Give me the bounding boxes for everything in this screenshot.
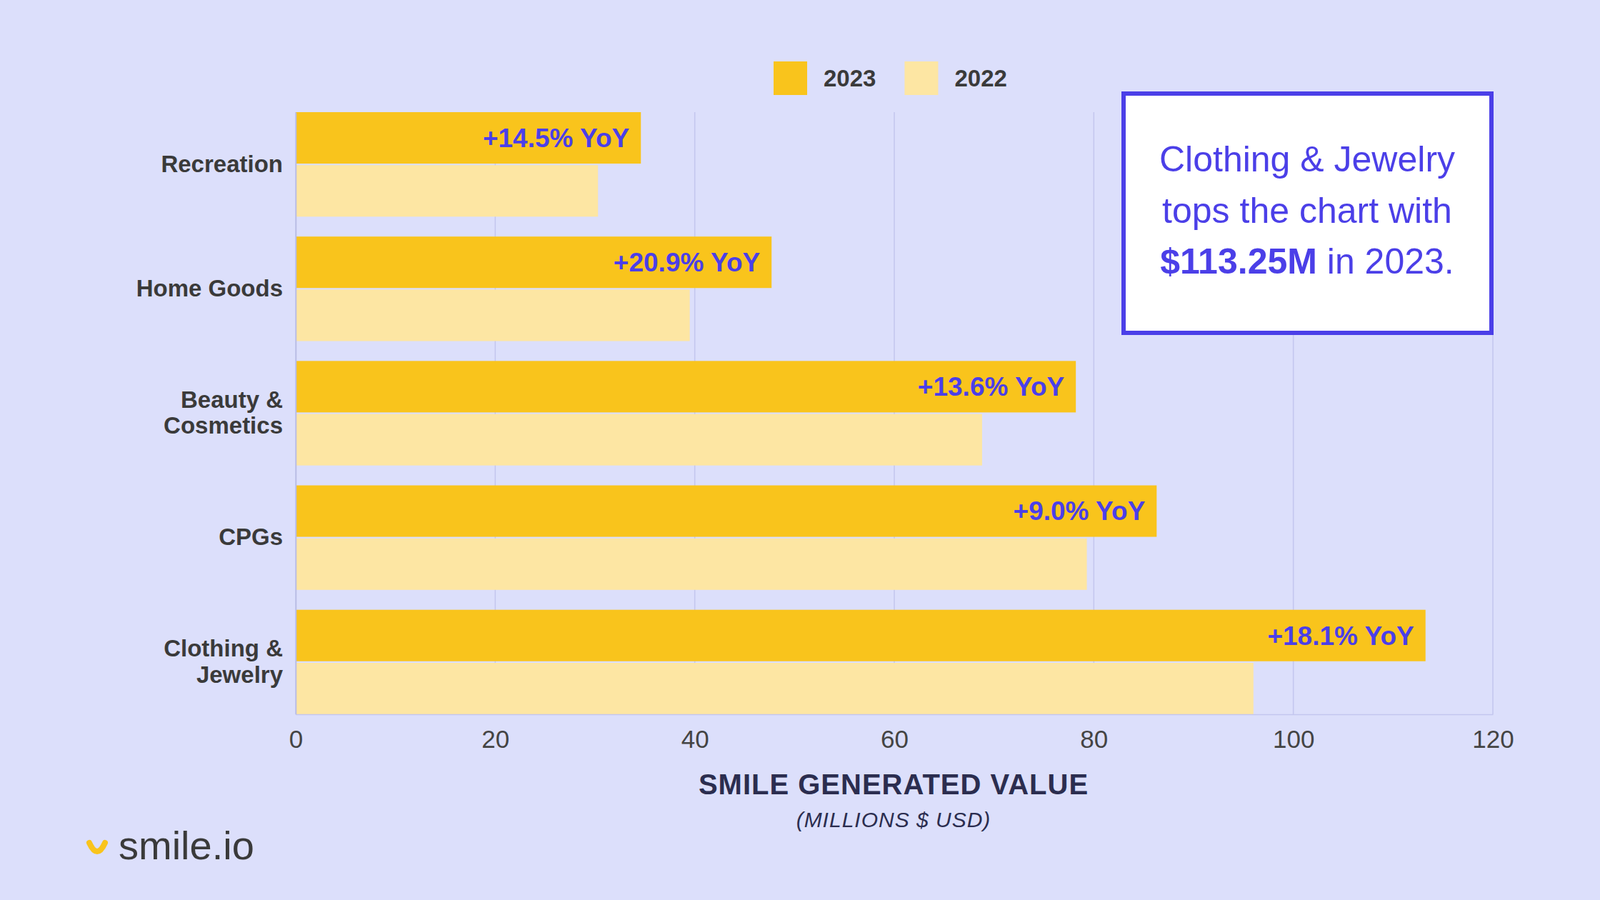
category-label-line: Clothing & [163, 635, 283, 662]
grid-line [295, 112, 297, 715]
annotation: +13.6% YoY [917, 372, 1065, 402]
bar [295, 165, 598, 217]
tick: 0 [289, 714, 303, 753]
tick: 80 [1080, 714, 1108, 753]
callout-box [1123, 93, 1492, 333]
tick: CPGs [218, 523, 296, 550]
callout-text: $113.25M in 2023. [1160, 241, 1454, 282]
annotation: +14.5% YoY [482, 123, 630, 153]
category-label: Recreation [160, 150, 283, 178]
legend-swatch [904, 61, 938, 95]
x-axis: 0 20 40 60 80 100 120 [289, 714, 1515, 753]
tick-label: 60 [880, 725, 909, 753]
bar [295, 662, 1254, 715]
bar [295, 485, 1157, 538]
category-label-line: Beauty & [180, 386, 283, 413]
category-label: CPGs [218, 523, 283, 550]
logo-text: smile.io [118, 822, 255, 868]
bar [295, 414, 983, 466]
callout: Clothing & Jewelry tops the chart with $11… [1123, 93, 1492, 333]
category-label: Clothing &Jewelry [163, 635, 283, 688]
tick: 20 [481, 714, 510, 753]
legend: 2023 2022 [773, 61, 1008, 95]
tick: 100 [1272, 714, 1315, 753]
bar [295, 360, 1076, 413]
callout-text: Clothing & Jewelry [1159, 139, 1455, 180]
category-label-line: Cosmetics [163, 412, 283, 439]
grid [295, 112, 1493, 715]
chart: 0 20 40 60 80 100 120 Recreation Home Goods Beaut… [0, 0, 1600, 900]
tick: Recreation [160, 150, 296, 178]
annotation: +18.1% YoY [1267, 621, 1415, 651]
background [0, 0, 1600, 900]
bar [295, 236, 772, 288]
annotation: +20.9% YoY [613, 247, 761, 278]
legend-label: 2023 [823, 65, 876, 92]
tick: 40 [681, 714, 710, 753]
axis-title: SMILE GENERATED VALUE [698, 768, 1089, 800]
tick: Home Goods [136, 275, 296, 302]
category-label-line: Jewelry [196, 661, 284, 688]
bar [295, 538, 1088, 590]
callout-highlight: $113.25M [1160, 241, 1318, 282]
logo-icon [89, 842, 105, 852]
y-axis: Recreation Home Goods Beauty &Cosmetics CPG… [136, 112, 297, 715]
bar [295, 289, 690, 341]
tick: 120 [1472, 714, 1514, 753]
axis-subtitle: (MILLIONS $ USD) [796, 807, 992, 832]
tick: Clothing &Jewelry [163, 635, 296, 688]
tick: Beauty &Cosmetics [163, 386, 296, 439]
logo: smile.io [89, 822, 255, 868]
tick-label: 100 [1272, 725, 1315, 753]
callout-tail: in 2023. [1317, 241, 1455, 282]
category-label: Home Goods [136, 275, 283, 302]
tick-label: 20 [481, 725, 510, 753]
tick-label: 40 [681, 725, 710, 753]
tick-label: 80 [1080, 725, 1108, 753]
tick-label: 120 [1472, 725, 1514, 753]
axis-line [296, 714, 1494, 716]
category-label: Beauty &Cosmetics [163, 386, 283, 439]
tick-label: 0 [289, 725, 303, 753]
callout-text: tops the chart with [1162, 190, 1453, 231]
bar [295, 610, 1426, 662]
legend-swatch [773, 61, 808, 95]
annotation: +9.0% YoY [1013, 496, 1146, 526]
tick: 60 [880, 714, 909, 753]
axis-line [295, 112, 298, 715]
bar [295, 112, 641, 164]
legend-label: 2022 [954, 65, 1007, 92]
